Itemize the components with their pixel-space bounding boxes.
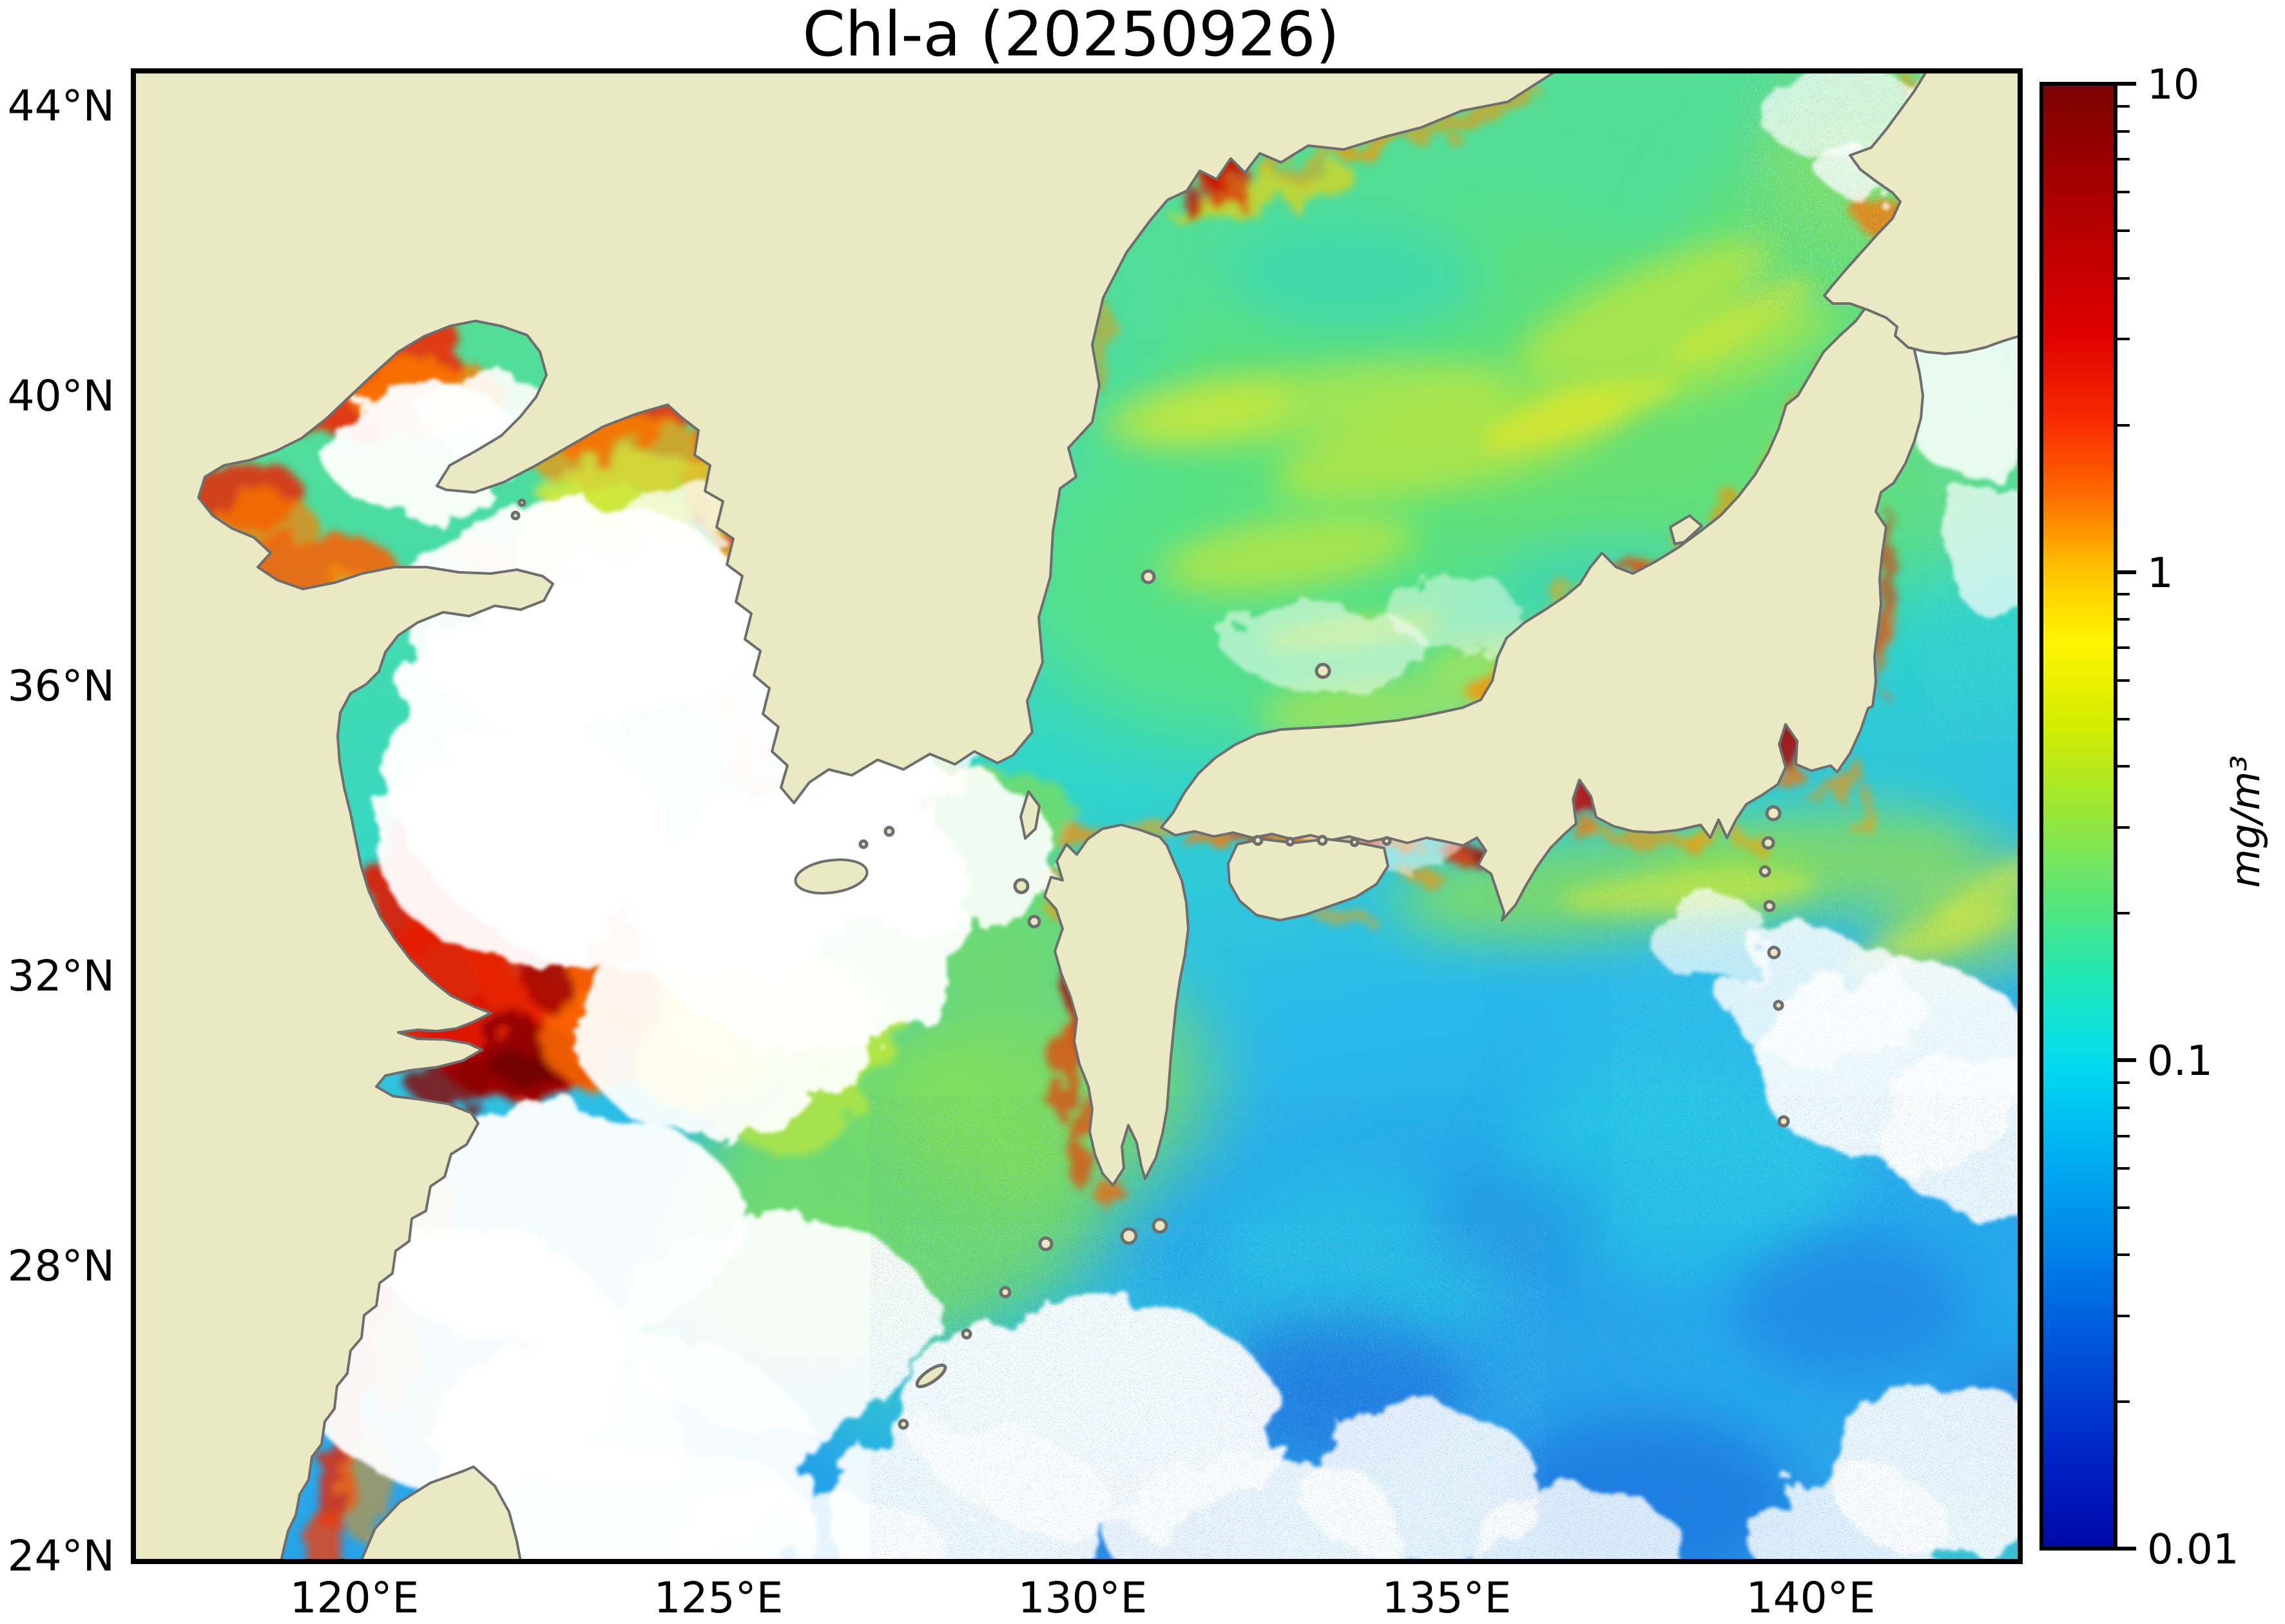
colorbar-tick-label: 0.1 — [2147, 1038, 2213, 1085]
lon-tick-label: 125°E — [654, 1573, 784, 1623]
colorbar-gradient — [2039, 82, 2117, 1551]
colorbar: 10 1 0.1 0.01 mg/m³ — [2039, 61, 2269, 1574]
colorbar-unit-label: mg/m³ — [2222, 755, 2269, 888]
lat-tick-label: 36°N — [8, 661, 115, 711]
lon-tick-label: 140°E — [1746, 1573, 1876, 1623]
land-honshu — [1160, 282, 1924, 922]
small-islands — [510, 498, 1790, 1430]
colorbar-tick-label: 0.01 — [2147, 1526, 2239, 1574]
land-tsushima-island — [1019, 790, 1041, 840]
land-hokkaido — [1823, 71, 2020, 355]
lon-axis: 120°E 125°E 130°E 135°E 140°E — [290, 1573, 1876, 1623]
map-plot-area — [133, 71, 2020, 1561]
land-shikoku — [1227, 838, 1389, 922]
lat-tick-label: 32°N — [8, 951, 115, 1001]
lat-tick-label: 24°N — [8, 1531, 115, 1581]
land-sado-island — [1669, 514, 1703, 545]
lon-tick-label: 135°E — [1382, 1573, 1512, 1623]
lat-tick-label: 28°N — [8, 1241, 115, 1291]
land-jeju-island — [794, 858, 869, 894]
plot-title: Chl-a (20250926) — [802, 0, 1339, 70]
lon-tick-label: 130°E — [1018, 1573, 1148, 1623]
land-asia-mainland — [133, 71, 1557, 1561]
lat-tick-label: 44°N — [8, 81, 115, 131]
colorbar-tick-label: 10 — [2147, 61, 2199, 109]
lon-tick-label: 120°E — [290, 1573, 419, 1623]
colorbar-tick-label: 1 — [2147, 550, 2174, 597]
land-kyushu — [1043, 824, 1190, 1186]
colorbar-minor-ticks — [2116, 105, 2130, 1403]
lat-axis: 44°N 40°N 36°N 32°N 28°N 24°N — [8, 81, 115, 1581]
land-taiwan — [360, 1465, 522, 1561]
lat-tick-label: 40°N — [8, 371, 115, 421]
colorbar-major-ticks — [2116, 82, 2136, 1551]
map-frame — [131, 68, 2023, 1564]
land-layer — [133, 71, 2020, 1561]
